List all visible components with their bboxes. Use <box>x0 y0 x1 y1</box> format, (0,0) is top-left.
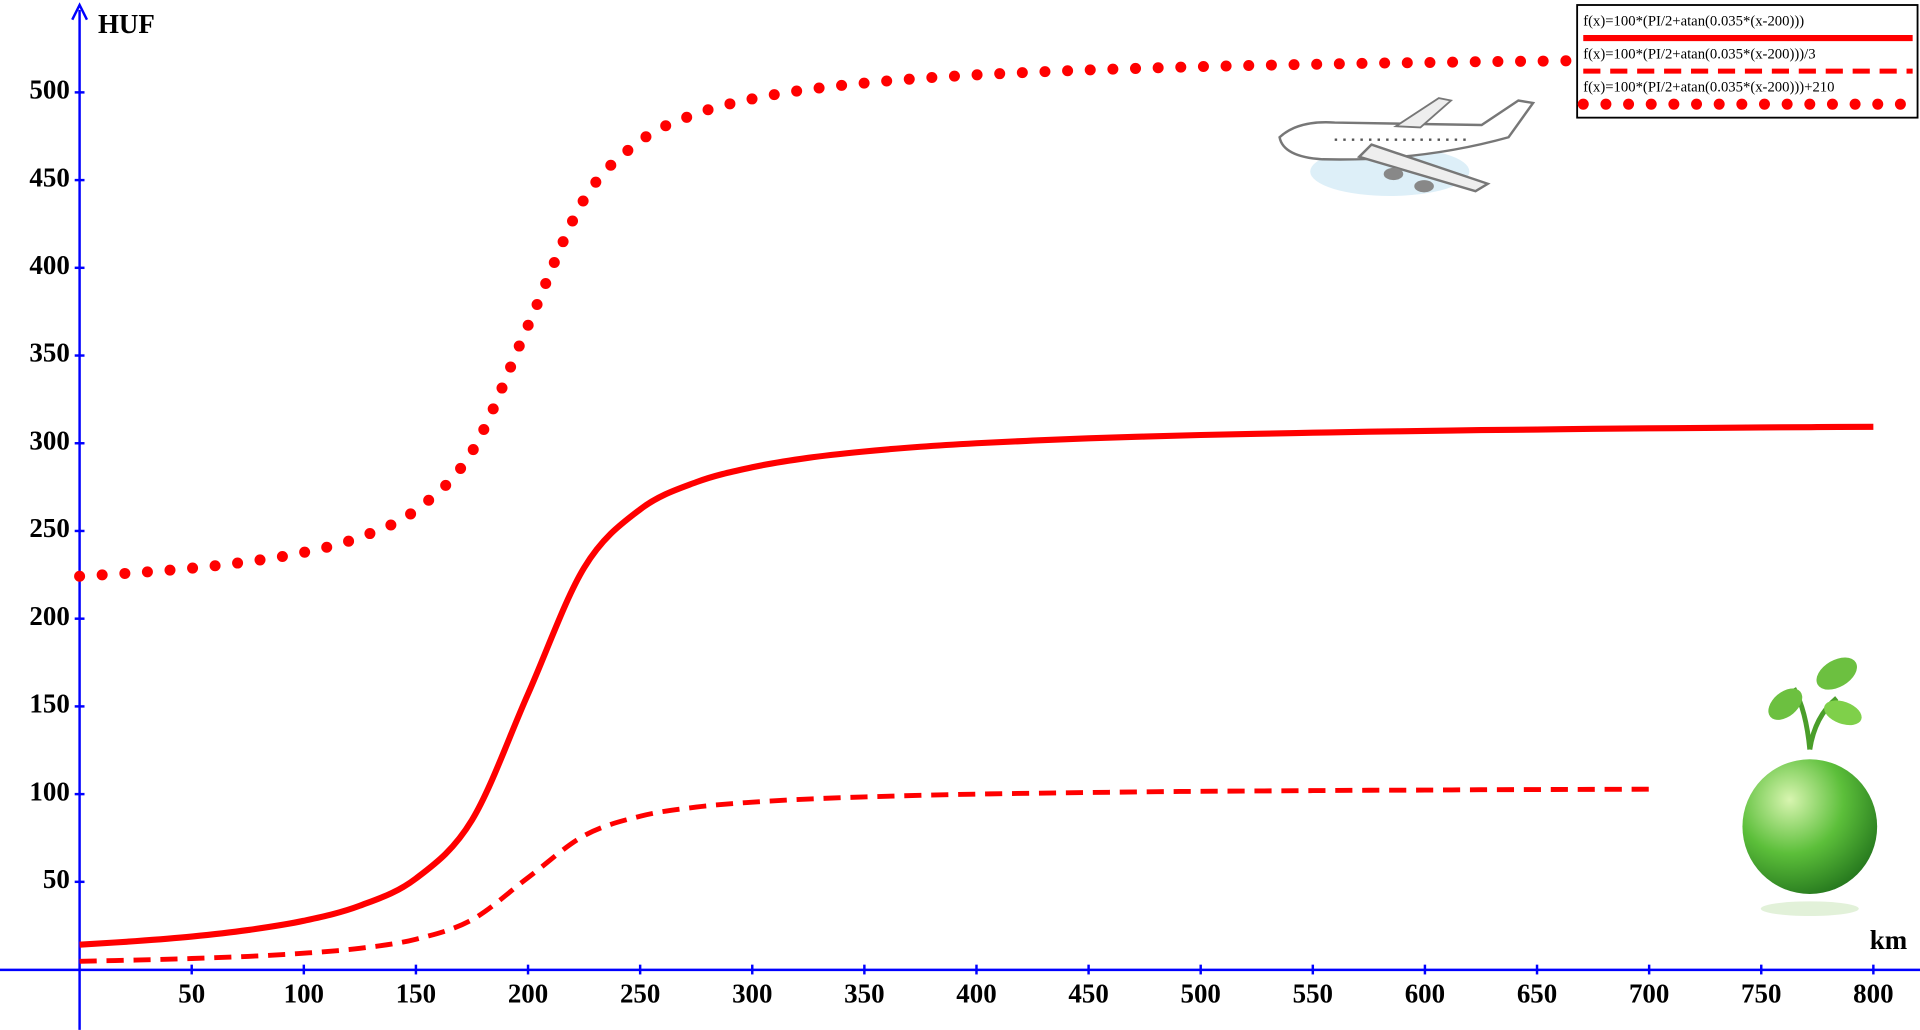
legend-label: f(x)=100*(PI/2+atan(0.035*(x-200))) <box>1583 14 1804 30</box>
legend-label: f(x)=100*(PI/2+atan(0.035*(x-200)))+210 <box>1583 80 1834 96</box>
x-tick-label: 300 <box>732 979 772 1009</box>
y-tick-label: 450 <box>29 162 69 192</box>
x-tick-label: 250 <box>620 979 660 1009</box>
plot-area <box>80 60 1874 961</box>
y-tick-label: 150 <box>29 689 69 719</box>
x-tick-label: 550 <box>1293 979 1333 1009</box>
globe-image <box>1742 651 1877 916</box>
chart: HUF km f(x)=100*(PI/2+atan(0.035*(x-200)… <box>0 0 1920 1030</box>
airplane-image <box>1280 98 1533 196</box>
y-tick-label: 50 <box>43 864 70 894</box>
x-tick-label: 100 <box>284 979 324 1009</box>
y-tick-label: 350 <box>29 338 69 368</box>
x-tick-label: 650 <box>1517 979 1557 1009</box>
legend-label: f(x)=100*(PI/2+atan(0.035*(x-200)))/3 <box>1583 47 1815 63</box>
series-line <box>80 789 1650 961</box>
x-tick-label: 500 <box>1181 979 1221 1009</box>
x-tick-label: 750 <box>1741 979 1781 1009</box>
x-tick-label: 200 <box>508 979 548 1009</box>
x-tick-label: 800 <box>1853 979 1893 1009</box>
x-tick-label: 600 <box>1405 979 1445 1009</box>
y-tick-label: 500 <box>29 75 69 105</box>
y-tick-label: 400 <box>29 250 69 280</box>
x-tick-label: 700 <box>1629 979 1669 1009</box>
y-axis-label: HUF <box>98 9 155 39</box>
y-tick-label: 200 <box>29 601 69 631</box>
y-tick-label: 300 <box>29 425 69 455</box>
x-axis-label: km <box>1870 925 1907 955</box>
x-tick-label: 400 <box>956 979 996 1009</box>
x-tick-label: 450 <box>1068 979 1108 1009</box>
x-tick-label: 50 <box>178 979 205 1009</box>
x-tick-label: 350 <box>844 979 884 1009</box>
x-tick-label: 150 <box>396 979 436 1009</box>
y-tick-label: 250 <box>29 513 69 543</box>
series-line <box>80 427 1874 945</box>
y-tick-label: 100 <box>29 776 69 806</box>
